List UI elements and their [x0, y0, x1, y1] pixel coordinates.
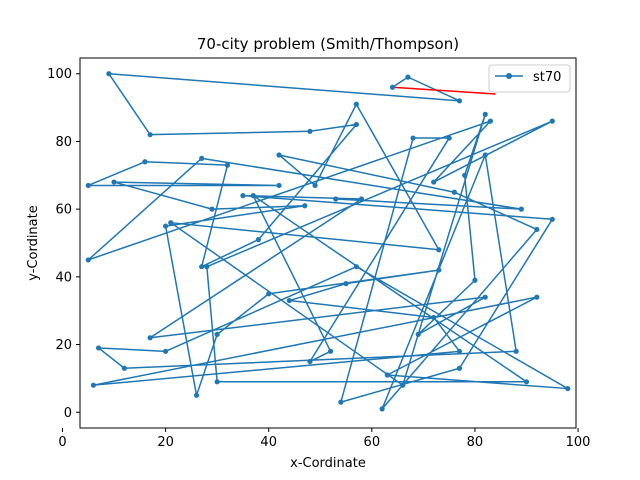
data-point — [549, 118, 555, 124]
data-point — [209, 206, 215, 212]
legend-label-st70: st70 — [533, 70, 561, 85]
data-point — [193, 392, 200, 398]
data-point — [405, 74, 411, 80]
data-point — [214, 379, 220, 385]
x-tick-label: 80 — [467, 435, 484, 450]
y-tick-label: 80 — [55, 135, 72, 150]
data-point — [162, 348, 169, 354]
data-point — [204, 264, 210, 270]
data-point — [276, 182, 282, 189]
data-point — [518, 206, 524, 212]
data-point — [250, 193, 256, 199]
series-line-st70 — [87, 72, 569, 410]
data-point — [121, 365, 127, 371]
data-point — [482, 152, 488, 158]
data-point — [379, 406, 385, 412]
y-tick-label: 40 — [55, 270, 72, 285]
y-axis-label: y-Cordinate — [26, 205, 41, 280]
data-point — [389, 84, 396, 90]
data-point — [162, 223, 169, 229]
y-tick-label: 20 — [55, 338, 72, 353]
data-point — [147, 132, 153, 138]
data-point — [358, 196, 365, 202]
data-point — [565, 385, 571, 392]
data-point — [307, 358, 313, 365]
highlight-segment — [392, 86, 496, 95]
data-point — [436, 267, 442, 273]
data-point — [168, 220, 174, 226]
data-point — [286, 297, 292, 304]
data-point — [333, 196, 339, 202]
data-point — [224, 162, 231, 168]
data-point — [482, 294, 488, 300]
data-point — [446, 135, 452, 141]
data-point — [302, 203, 308, 209]
data-point — [255, 237, 261, 243]
data-point — [85, 182, 91, 189]
data-point — [456, 348, 463, 354]
data-point — [462, 172, 468, 178]
x-tick-label: 100 — [566, 435, 591, 450]
data-point — [106, 71, 112, 77]
data-point — [472, 277, 478, 283]
data-point — [353, 101, 359, 107]
chart-title: 70-city problem (Smith/Thompson) — [197, 35, 459, 53]
data-point — [482, 111, 488, 117]
data-point — [327, 348, 334, 354]
y-tick-label: 100 — [47, 67, 72, 82]
data-point — [353, 121, 359, 128]
data-point — [451, 189, 457, 195]
data-point — [456, 98, 463, 104]
data-point — [214, 331, 220, 337]
data-point — [266, 291, 272, 297]
axis-ticks: 0 20 40 60 80 100 0 20 40 60 80 100 — [47, 67, 590, 450]
legend-marker-st70 — [506, 73, 512, 79]
x-tick-label: 40 — [260, 435, 277, 450]
data-point — [312, 182, 318, 189]
x-tick-label: 60 — [364, 435, 381, 450]
axes-frame — [79, 57, 577, 429]
data-point — [534, 226, 540, 233]
data-point — [199, 155, 205, 161]
data-point — [276, 152, 282, 158]
plot-area — [85, 71, 571, 412]
data-point — [338, 399, 344, 405]
y-tick-label: 0 — [64, 406, 72, 421]
legend-box — [488, 64, 571, 93]
data-point — [534, 294, 540, 300]
data-point — [142, 159, 148, 165]
data-point — [513, 348, 519, 354]
data-point — [95, 345, 102, 351]
data-point — [523, 379, 530, 385]
data-point — [85, 257, 91, 263]
data-point — [353, 264, 359, 270]
data-point — [431, 179, 437, 185]
data-point — [400, 382, 406, 388]
x-tick-label: 20 — [157, 435, 174, 450]
data-point — [384, 372, 390, 378]
data-point — [487, 118, 494, 124]
data-point — [199, 264, 205, 270]
data-point — [410, 135, 416, 141]
x-tick-label: 0 — [58, 435, 66, 450]
legend: st70 — [488, 64, 571, 93]
data-point — [147, 335, 153, 341]
data-point — [111, 179, 117, 185]
data-point — [431, 314, 437, 321]
data-point — [307, 128, 313, 134]
data-point — [456, 365, 463, 371]
data-point — [343, 281, 349, 287]
data-point — [549, 216, 555, 222]
y-tick-label: 60 — [55, 203, 72, 218]
data-point — [415, 331, 421, 337]
data-point — [436, 247, 442, 253]
data-point — [240, 193, 246, 199]
data-point — [90, 382, 97, 388]
x-axis-label: x-Cordinate — [290, 456, 366, 471]
